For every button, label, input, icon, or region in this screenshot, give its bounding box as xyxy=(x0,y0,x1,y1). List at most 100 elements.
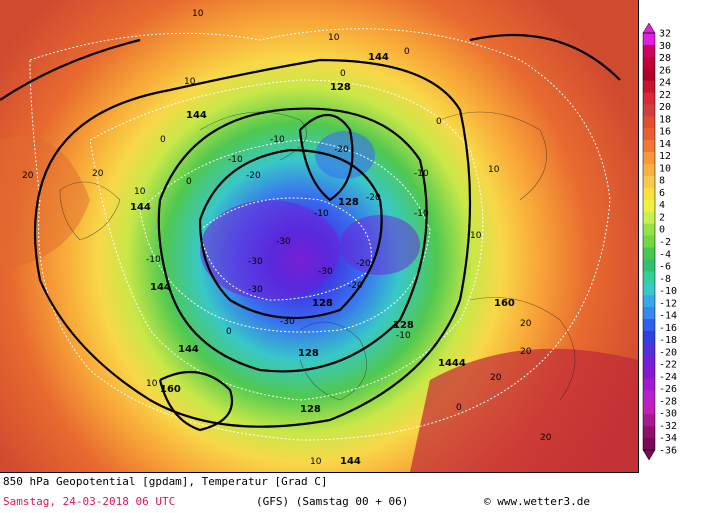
legend-tick-label: -10 xyxy=(659,286,677,297)
temperature-label: 0 xyxy=(226,327,232,337)
legend-tick-label: -4 xyxy=(659,249,671,260)
footer: 850 hPa Geopotential [gpdam], Temperatur… xyxy=(0,473,704,513)
legend-tick-label: -30 xyxy=(659,409,677,420)
legend-color-swatch xyxy=(643,283,655,296)
legend-tick-label: 8 xyxy=(659,176,665,187)
legend-tick-label: -20 xyxy=(659,347,677,358)
legend-color-swatch xyxy=(643,164,655,177)
legend-tick-label: 4 xyxy=(659,200,665,211)
legend-color-swatch xyxy=(643,366,655,380)
temperature-label: -10 xyxy=(414,169,429,179)
geopotential-label: 144 xyxy=(130,202,151,213)
legend-tick-label: -22 xyxy=(659,360,677,371)
legend-color-swatch xyxy=(643,152,655,165)
legend-tick-label: -32 xyxy=(659,421,677,432)
geopotential-label: 128 xyxy=(338,197,359,208)
legend-tick-label: 28 xyxy=(659,53,671,64)
temperature-label: 10 xyxy=(146,379,158,389)
legend-tick-label: -34 xyxy=(659,433,677,444)
temperature-label: -20 xyxy=(348,281,363,291)
legend-color-swatch xyxy=(643,354,655,368)
temperature-label: 0 xyxy=(340,69,346,79)
temperature-field: 144 144 144 144 144 128 128 128 128 128 … xyxy=(0,0,638,472)
geopotential-label: 144 xyxy=(178,344,199,355)
temperature-label: -30 xyxy=(248,257,263,267)
geopotential-label: 144 xyxy=(186,110,207,121)
legend-tick-label: 18 xyxy=(659,114,671,125)
temperature-label: -10 xyxy=(146,255,161,265)
legend-frame xyxy=(642,32,656,451)
geopotential-label: 128 xyxy=(330,82,351,93)
legend-tick-label: -24 xyxy=(659,372,677,383)
legend-color-swatch xyxy=(643,378,655,391)
legend-color-swatch xyxy=(643,104,655,117)
legend-tick-label: -8 xyxy=(659,274,671,285)
legend-tick-label: -6 xyxy=(659,262,671,273)
legend-color-swatch xyxy=(643,211,655,225)
temperature-label: -10 xyxy=(314,209,329,219)
legend-tick-label: -26 xyxy=(659,384,677,395)
legend-tick-label: -28 xyxy=(659,396,677,407)
geopotential-label: 128 xyxy=(300,404,321,415)
temperature-label: 20 xyxy=(520,347,532,357)
temperature-label: 20 xyxy=(520,319,532,329)
legend-tick-label: 14 xyxy=(659,139,671,150)
legend-tick-label: -14 xyxy=(659,311,677,322)
temperature-label: 20 xyxy=(540,433,552,443)
temperature-label: -30 xyxy=(276,237,291,247)
legend-color-swatch xyxy=(643,438,655,451)
temperature-label: -30 xyxy=(248,285,263,295)
legend-color-swatch xyxy=(643,68,655,82)
legend-color-swatch xyxy=(643,223,655,237)
legend-color-swatch xyxy=(643,414,655,427)
geopotential-label: 160 xyxy=(160,384,181,395)
legend-tick-label: 20 xyxy=(659,102,671,113)
geopotential-label: 144 xyxy=(340,456,361,467)
product-title: 850 hPa Geopotential [gpdam], Temperatur… xyxy=(3,475,328,488)
temperature-label: 0 xyxy=(160,135,166,145)
temperature-label: 10 xyxy=(192,9,204,19)
legend-color-swatch xyxy=(643,187,655,201)
legend-color-swatch xyxy=(643,44,655,58)
temperature-label: 0 xyxy=(404,47,410,57)
legend-color-swatch xyxy=(643,390,655,403)
legend-color-swatch xyxy=(643,342,655,356)
legend-color-swatch xyxy=(643,426,655,439)
legend-color-swatch xyxy=(643,92,655,105)
legend-color-swatch xyxy=(643,235,655,248)
legend-min-arrow xyxy=(642,449,656,461)
temperature-label: 0 xyxy=(456,403,462,413)
legend-tick-label: 12 xyxy=(659,151,671,162)
legend-max-arrow xyxy=(642,22,656,34)
legend-tick-label: 24 xyxy=(659,78,671,89)
temperature-label: 20 xyxy=(490,373,502,383)
legend-tick-label: -12 xyxy=(659,298,677,309)
temperature-label: -10 xyxy=(270,135,285,145)
legend-tick-label: 16 xyxy=(659,127,671,138)
legend-tick-label: 26 xyxy=(659,65,671,76)
temperature-label: -20 xyxy=(246,171,261,181)
legend-tick-label: 22 xyxy=(659,90,671,101)
legend-color-swatch xyxy=(643,199,655,213)
legend-tick-label: 30 xyxy=(659,41,671,52)
geopotential-label: 128 xyxy=(312,298,333,309)
legend-colorbar: 32302826242220181614121086420-2-4-6-8-10… xyxy=(642,22,677,461)
temperature-label: 0 xyxy=(186,177,192,187)
legend-color-swatch xyxy=(643,116,655,129)
geopotential-label: 144 xyxy=(150,282,171,293)
temperature-label: -20 xyxy=(356,259,371,269)
temperature-label: 0 xyxy=(436,117,442,127)
weather-map: 144 144 144 144 144 128 128 128 128 128 … xyxy=(0,0,639,473)
legend-color-swatch xyxy=(643,128,655,141)
legend-tick-label: -2 xyxy=(659,237,671,248)
temperature-label: 10 xyxy=(134,187,146,197)
temperature-label: 10 xyxy=(470,231,482,241)
legend-tick-label: 6 xyxy=(659,188,665,199)
copyright: © www.wetter3.de xyxy=(484,495,590,508)
legend-tick-label: 10 xyxy=(659,163,671,174)
temperature-label: -30 xyxy=(318,267,333,277)
temperature-label: -20 xyxy=(334,145,349,155)
legend-color-swatch xyxy=(643,140,655,153)
temperature-label: -10 xyxy=(396,331,411,341)
temperature-label: 20 xyxy=(22,171,34,181)
